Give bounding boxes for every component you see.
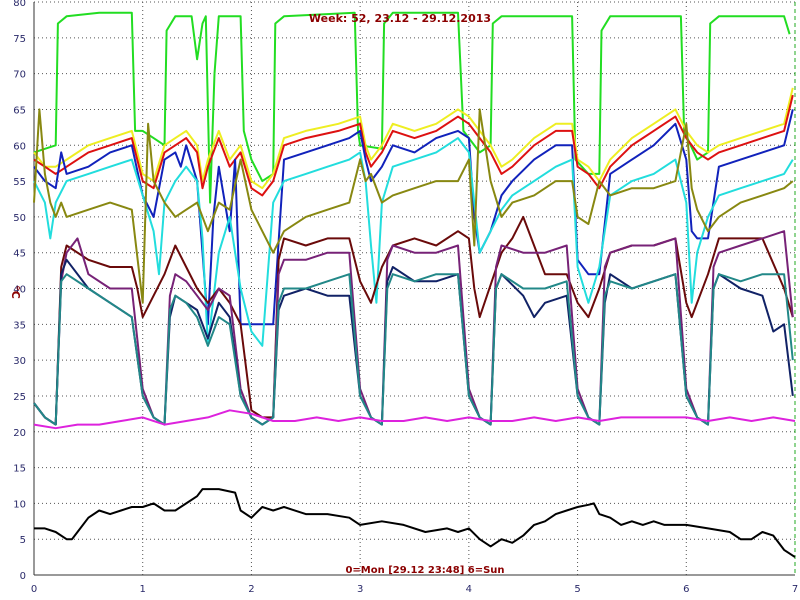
series-line-12: [34, 488, 796, 558]
y-axis-label: °C: [9, 285, 22, 299]
y-tick-label: 15: [13, 464, 26, 475]
y-tick-label: 40: [13, 285, 26, 296]
y-tick-label: 35: [13, 320, 26, 331]
x-tick-label: 3: [357, 584, 363, 595]
y-tick-label: 0: [20, 571, 26, 582]
series-line-6: [33, 108, 794, 304]
axis-layer: [33, 2, 795, 576]
y-tick-label: 5: [20, 535, 26, 546]
series-layer: [33, 11, 796, 558]
x-tick-label: 2: [248, 584, 254, 595]
series-line-5: [33, 137, 794, 347]
x-tick-label: 6: [683, 584, 689, 595]
y-tick-label: 45: [13, 249, 26, 260]
y-tick-label: 60: [13, 141, 26, 152]
series-line-11: [33, 409, 796, 430]
x-tick-label: 1: [140, 584, 146, 595]
x-tick-label: 0: [31, 584, 37, 595]
y-tick-label: 10: [13, 499, 26, 510]
y-tick-label: 55: [13, 177, 26, 188]
y-tick-label: 75: [13, 34, 26, 45]
y-tick-label: 20: [13, 428, 26, 439]
chart-title: Week: 52, 23.12 - 29.12.2013: [309, 12, 491, 25]
y-tick-label: 30: [13, 356, 26, 367]
series-line-3: [33, 94, 794, 197]
grid-layer: [34, 1, 796, 575]
x-tick-label: 7: [792, 584, 798, 595]
series-line-4: [33, 109, 794, 326]
y-tick-label: 50: [13, 213, 26, 224]
y-tick-label: 80: [13, 0, 26, 9]
y-tick-label: 25: [13, 392, 26, 403]
x-tick-label: 4: [466, 584, 472, 595]
y-tick-label: 65: [13, 105, 26, 116]
y-tick-label: 70: [13, 70, 26, 81]
series-line-2: [33, 87, 794, 190]
chart-footer: 0=Mon [29.12 23:48] 6=Sun: [345, 565, 504, 576]
x-tick-label: 5: [574, 584, 580, 595]
